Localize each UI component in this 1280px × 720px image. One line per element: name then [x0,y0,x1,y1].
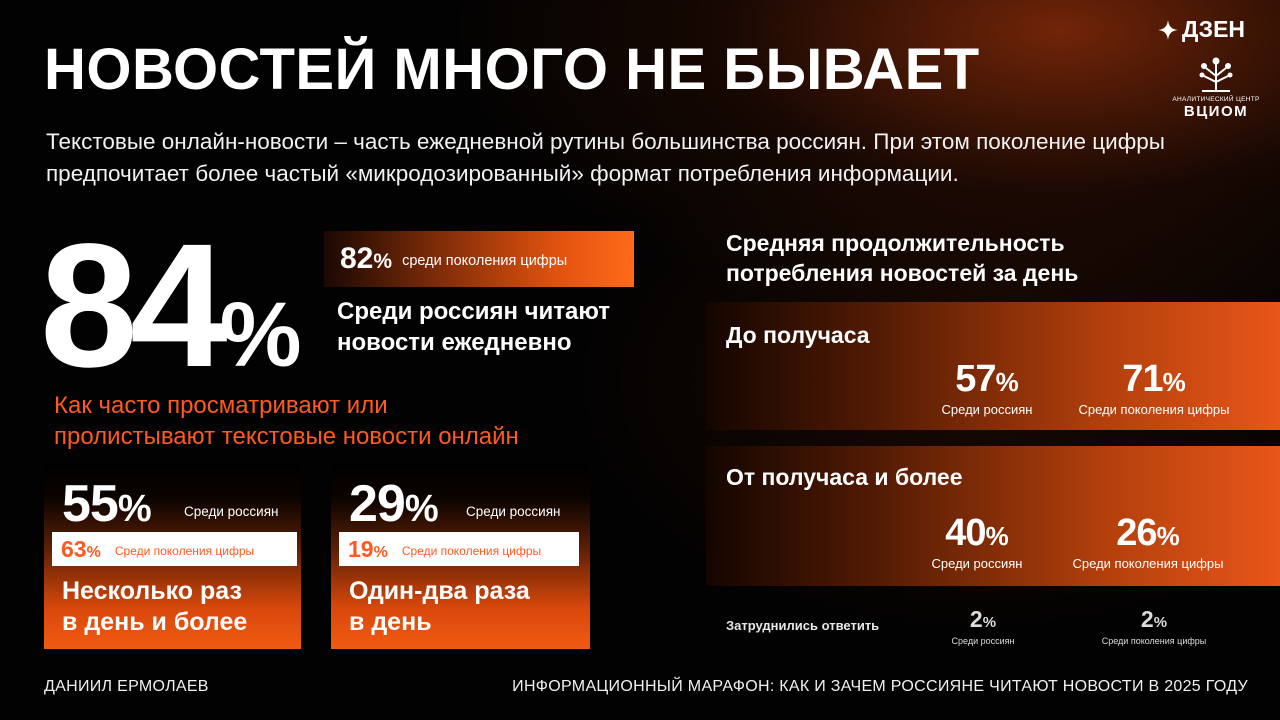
card-gen-stat: 19% [348,536,388,563]
duration-heading: До получаса [726,322,870,348]
hard-gen-value: 2 [1140,606,1154,632]
hard-gen-stat: 2% Среди поколения цифры [1088,606,1220,646]
hard-gen-label: Среди поколения цифры [1101,636,1207,646]
card-gen-value: 63 [61,535,87,562]
duration-title-line2: потребления новостей за день [726,260,1079,286]
duration-title-line1: Средняя продолжительность [726,230,1065,256]
card-main-unit: % [404,488,439,530]
card-main-stat: 29% [349,474,439,534]
frequency-title-line1: Как часто просматривают или [54,392,388,419]
hard-russians-value: 2 [969,606,983,632]
hard-russians-stat: 2% Среди россиян [936,606,1030,646]
duration-russians-unit: % [995,367,1019,397]
card-main-unit: % [117,488,152,530]
vciom-logo: АНАЛИТИЧЕСКИЙ ЦЕНТР ВЦИОМ [1166,56,1266,120]
duration-gen-stat: 71% Среди поколения цифры [1062,358,1246,417]
card-main-label: Среди россиян [466,504,561,519]
card-main-stat: 55% [62,474,152,534]
duration-russians-value: 40 [945,512,986,554]
card-caption-line2: в день и более [62,608,248,636]
gen-daily-bar: 82% среди поколения цифры [324,231,634,287]
page-subtitle: Текстовые онлайн-новости – часть ежеднев… [46,129,1165,186]
duration-heading: От получаса и более [726,464,963,490]
card-caption-line1: Несколько раз [62,577,242,605]
duration-russians-label: Среди россиян [931,556,1023,571]
duration-panel-under-half-hour: До получаса 57% Среди россиян 71% Среди … [706,302,1280,430]
frequency-card-once-twice: 29% Среди россиян 19% Среди поколения ци… [331,464,590,649]
duration-gen-value: 26 [1116,512,1157,554]
card-gen-unit: % [373,543,388,561]
hard-russians-label: Среди россиян [951,636,1015,646]
card-gen-unit: % [86,543,101,561]
vciom-name: ВЦИОМ [1183,103,1249,120]
daily-readers-value: 84 [40,208,228,404]
card-gen-label: Среди поколения цифры [114,543,255,558]
card-gen-value: 19 [348,535,374,562]
hard-to-answer-label: Затруднились ответить [726,618,880,633]
card-main-value: 29 [349,475,406,533]
duration-russians-value: 57 [955,358,996,400]
frequency-card-several-times: 55% Среди россиян 63% Среди поколения ци… [44,464,301,649]
duration-russians-label: Среди россиян [941,402,1033,417]
card-main-value: 55 [62,475,119,533]
card-caption: Несколько раз в день и более [62,576,247,638]
daily-desc-line1: Среди россиян читают [337,298,611,325]
dzen-logo: ДЗЕН [1158,16,1245,43]
daily-desc-line2: новости ежедневно [337,329,572,356]
footer-event: ИНФОРМАЦИОННЫЙ МАРАФОН: КАК И ЗАЧЕМ РОСС… [512,678,1248,695]
card-main-label: Среди россиян [184,504,279,519]
duration-russians-stat: 40% Среди россиян [922,512,1032,571]
gen-daily-label: среди поколения цифры [402,252,568,269]
duration-russians-unit: % [985,521,1009,551]
duration-panel-half-hour-plus: От получаса и более 40% Среди россиян 26… [706,446,1280,586]
duration-gen-value: 71 [1122,358,1163,400]
frequency-title-line2: пролистывают текстовые новости онлайн [54,423,519,450]
page-title: НОВОСТЕЙ МНОГО НЕ БЫВАЕТ [44,37,980,102]
gen-daily-unit: % [373,250,393,273]
hard-russians-unit: % [982,614,997,631]
card-gen-bar: 63% Среди поколения цифры [52,532,297,566]
duration-russians-stat: 57% Среди россиян [932,358,1042,417]
duration-gen-label: Среди поколения цифры [1078,402,1230,417]
card-gen-stat: 63% [61,536,101,563]
daily-readers-description: Среди россиян читают новости ежедневно [337,296,610,358]
duration-gen-stat: 26% Среди поколения цифры [1056,512,1240,571]
duration-gen-unit: % [1156,521,1180,551]
card-caption: Один-два раза в день [349,576,530,638]
gen-daily-value: 82 [340,242,374,275]
duration-gen-unit: % [1162,367,1186,397]
card-caption-line2: в день [349,608,432,636]
card-gen-label: Среди поколения цифры [401,543,542,558]
sparkle-icon [1158,19,1178,40]
frequency-title: Как часто просматривают или пролистывают… [54,390,519,452]
footer-author: ДАНИИЛ ЕРМОЛАЕВ [44,678,209,695]
duration-title: Средняя продолжительность потребления но… [726,228,1078,288]
card-gen-bar: 19% Среди поколения цифры [339,532,579,566]
dzen-logo-text: ДЗЕН [1182,16,1246,42]
card-caption-line1: Один-два раза [349,577,530,605]
hard-gen-unit: % [1153,614,1168,631]
gen-daily-stat: 82% [340,242,392,276]
tree-icon [1199,57,1233,92]
vciom-center-label: АНАЛИТИЧЕСКИЙ ЦЕНТР [1172,96,1260,103]
daily-readers-unit: % [219,284,302,386]
daily-readers-stat: 84% [40,218,302,423]
duration-gen-label: Среди поколения цифры [1072,556,1224,571]
